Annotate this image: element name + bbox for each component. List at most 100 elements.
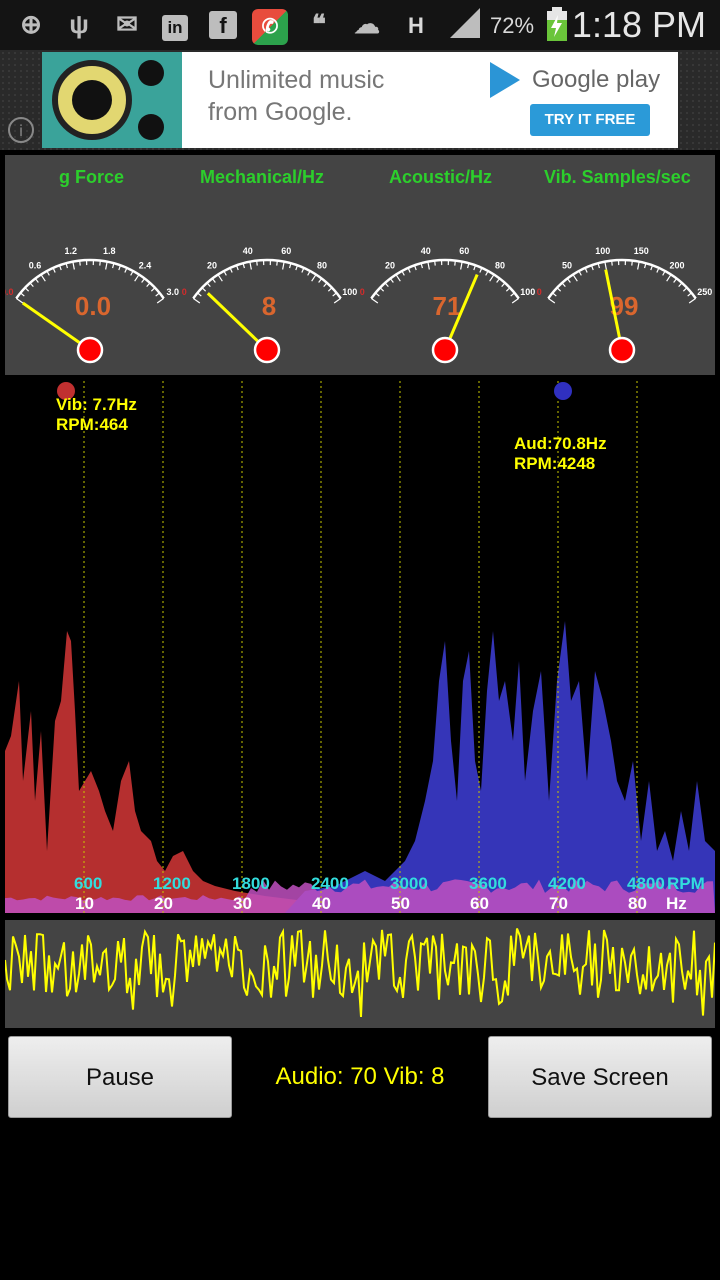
gauge-tick-mark — [124, 267, 128, 273]
gauge-tick-mark — [72, 261, 75, 270]
gauge-tick-mark — [395, 274, 401, 282]
gauge-value: 71 — [433, 291, 462, 321]
gauge-needle — [206, 292, 269, 352]
ad-brand: Google play — [532, 66, 661, 93]
gauge-tick-mark — [327, 287, 333, 292]
signal-icon — [448, 6, 482, 42]
gauge-arc — [192, 258, 342, 300]
gauge-arc — [547, 258, 697, 300]
ad-banner[interactable]: Unlimited music from Google. Google play… — [42, 52, 678, 148]
gauge-tick-mark — [552, 292, 557, 297]
hz-tick: 20 — [154, 894, 173, 913]
gauge-tick-mark — [52, 267, 56, 273]
hz-tick: 60 — [470, 894, 489, 913]
gauge-tick-mark — [473, 265, 477, 271]
gauge-tick-mark — [547, 297, 556, 304]
gauge-tick-mark — [146, 282, 151, 288]
gauge-tick-label: 60 — [281, 246, 291, 256]
battery-percent: 72% — [490, 13, 535, 38]
pause-button[interactable]: Pause — [8, 1036, 232, 1118]
gauge-tick-mark — [673, 278, 678, 283]
gauge-tick-label: 250 — [697, 287, 712, 297]
network-h-icon: H — [408, 13, 424, 38]
gauge-tick-mark — [370, 297, 379, 304]
status-bar: ⊕ ψ ✉ in f ✆ ❝ ☁ H 72% 1:18 PM — [0, 0, 720, 50]
gauge-tick-label: 40 — [243, 246, 253, 256]
gauge-needle — [443, 273, 479, 351]
gauge-tick-mark — [511, 297, 520, 304]
gauge-tick-mark — [384, 282, 389, 288]
gauge-tick-mark — [156, 297, 165, 304]
vibration-spectrum — [5, 631, 335, 913]
gauge-tick-mark — [401, 270, 405, 276]
gauge-tick-mark — [29, 282, 34, 288]
gauge-value: 8 — [262, 291, 276, 321]
vib-marker — [57, 382, 75, 400]
hz-tick: 80 — [628, 894, 647, 913]
rpm-tick: 3000 — [390, 874, 428, 893]
waveform-line — [4, 927, 716, 1017]
save-screen-button[interactable]: Save Screen — [488, 1036, 712, 1118]
gauge-tick-label: 1.2 — [64, 246, 77, 256]
speaker-icon — [42, 52, 182, 148]
gauge-tick-mark — [288, 263, 292, 269]
gauge-tick-mark — [561, 282, 566, 288]
gauge-tick-mark — [688, 297, 697, 304]
gauge-tick-mark — [150, 287, 156, 292]
gauge-tick-mark — [454, 260, 456, 266]
gauge-hub — [431, 336, 459, 364]
gauge-tick-mark — [40, 274, 46, 282]
gauge-tick-mark — [311, 274, 317, 282]
ad-info-icon[interactable]: i — [8, 117, 34, 143]
gauge-tick-mark — [249, 261, 252, 270]
gauge-tick-label: 150 — [634, 246, 649, 256]
gauge-title-gforce: g Force — [59, 167, 125, 187]
gauge-tick-mark — [79, 260, 81, 266]
gauge-tick-mark — [276, 260, 278, 266]
gauge-tick-mark — [242, 263, 246, 269]
gauge-tick-mark — [420, 263, 424, 269]
linkedin-icon: in — [158, 6, 192, 42]
spectrum-chart: Vib: 7.7Hz RPM:464 Aud:70.8Hz RPM:4248 6… — [5, 381, 715, 915]
aud-readout: Aud:70.8Hz RPM:4248 — [514, 434, 607, 473]
gauge-tick-label: 80 — [495, 260, 505, 270]
gauge-tick-mark — [206, 282, 211, 288]
gauge-tick-mark — [389, 278, 394, 283]
gauge-tick-mark — [111, 263, 115, 269]
gauge-tick-mark — [211, 278, 216, 283]
gauge-tick-label: 2.4 — [139, 260, 152, 270]
gauge-tick-label: 0.6 — [29, 260, 42, 270]
gauge-tick-mark — [307, 270, 311, 276]
gauge-tick-mark — [466, 263, 470, 269]
gauge-tick-mark — [141, 278, 146, 283]
gauge-tick-mark — [130, 270, 134, 276]
phone-app-icon: ✆ — [252, 6, 288, 45]
gauge-tick-mark — [501, 282, 506, 288]
hz-tick: 30 — [233, 894, 252, 913]
gauge-tick-mark — [631, 260, 633, 266]
gauge-tick-mark — [489, 274, 495, 282]
gauge-tick-mark — [105, 261, 108, 270]
gauge-tick-mark — [656, 267, 660, 273]
gauge-tick-mark — [584, 267, 588, 273]
gauge-tick-label: 80 — [317, 260, 327, 270]
vib-readout: Vib: 7.7Hz RPM:464 — [56, 395, 137, 434]
gauge-title-acoustic: Acoustic/Hz — [389, 167, 493, 187]
gauge-tick-label: 40 — [421, 246, 431, 256]
gauge-tick-mark — [637, 261, 640, 270]
gauge-tick-label: 0 — [360, 287, 365, 297]
waveform-panel — [4, 920, 716, 1028]
gauge-tick-mark — [217, 274, 223, 282]
gauge-tick-mark — [611, 260, 613, 266]
try-it-free-button[interactable]: TRY IT FREE — [530, 104, 650, 136]
gauge-tick-mark — [58, 265, 62, 271]
gauge-tick-mark — [572, 274, 578, 282]
gauge-tick-mark — [460, 261, 463, 270]
gauge-tick-mark — [333, 297, 342, 304]
gauge-tick-mark — [192, 297, 201, 304]
gauge-tick-mark — [332, 292, 337, 297]
hz-tick: 70 — [549, 894, 568, 913]
gauge-tick-mark — [566, 278, 571, 283]
gauge-tick-label: 60 — [459, 246, 469, 256]
gauge-tick-label: 20 — [385, 260, 395, 270]
